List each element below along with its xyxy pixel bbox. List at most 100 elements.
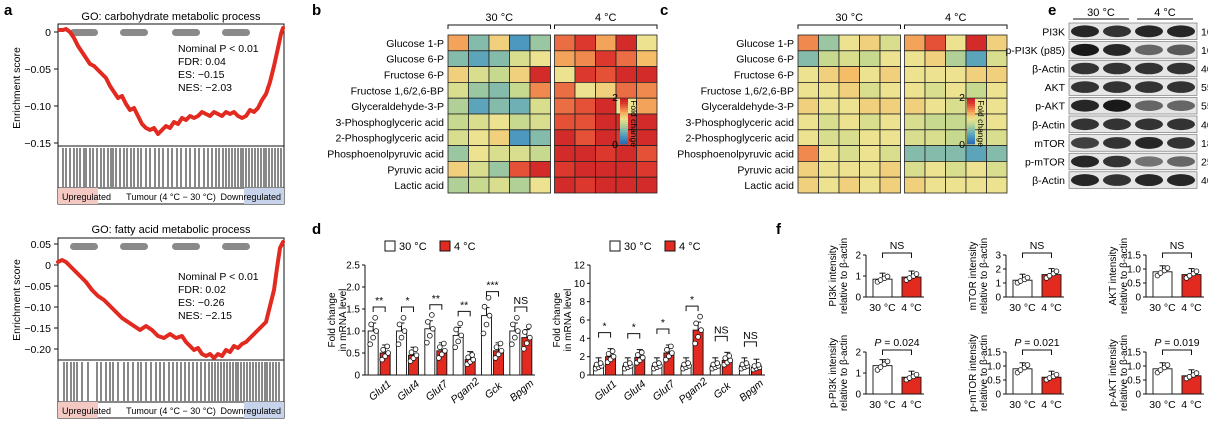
blot-band [1135,25,1163,38]
metabolite-label: Pyruvic acid [737,164,794,176]
data-point [512,334,518,341]
heatmap-cell [838,160,860,178]
category-label: 4 °C [1041,302,1062,314]
colorbar-step [967,108,975,111]
blot-band [1103,118,1131,131]
gray-dash [70,243,98,250]
data-point [408,349,415,356]
heatmap-cell [529,50,551,67]
heatmap-cell [509,160,531,178]
category-label: 4 °C [901,399,922,411]
data-point [439,351,445,358]
data-point [1193,268,1200,275]
data-point [441,340,447,347]
y-axis-label: Fold change [327,292,338,347]
metabolite-label: Lactic acid [744,180,794,192]
y-axis-label: relative to β-actin [1119,238,1130,314]
heatmap-cell [818,66,840,83]
data-point [1164,265,1171,271]
data-point [743,360,750,366]
enrichment-curve [56,240,285,360]
heatmap-cell [488,66,510,83]
colorbar-step [967,128,975,131]
data-point [698,327,704,333]
metabolite-label: Fructose 1,6/2,6-BP [701,85,794,97]
y-tick-label: 2 [995,265,1001,276]
heatmap-cell [615,176,637,194]
heatmap-cell [797,129,819,147]
heatmap-cell [447,97,469,115]
upregulated-band [58,188,98,204]
heatmap-cell [818,113,840,131]
data-point [401,328,408,334]
colorbar-step [620,142,628,145]
data-point [639,354,646,361]
data-point [727,357,734,364]
category-label: Gck [711,380,734,402]
significance-bracket [514,306,528,312]
blot-band [1167,137,1195,149]
heatmap-cell [986,34,1008,52]
heatmap-cell [797,145,819,162]
data-point [524,340,530,347]
y-tick-label: −0.05 [24,281,51,293]
data-point [668,343,674,350]
blot-band [1071,99,1099,112]
legend-swatch-30c [609,240,621,252]
blot-row-label: PI3K [1042,26,1065,38]
legend-swatch-4c [439,240,451,252]
colorbar-step [620,98,628,101]
blot-band [1167,156,1195,167]
y-tick-label: 2 [855,251,861,262]
heatmap-cell [468,66,490,83]
heatmap-cell [636,145,658,162]
y-tick-label: −0.10 [24,101,51,113]
legend-label: 30 °C [624,241,652,253]
p-symbol: P [874,337,881,349]
gsea-stat: NES: −2.15 [178,310,232,322]
data-point [1164,362,1171,368]
data-point [610,353,617,360]
colorbar-step [620,100,628,103]
heatmap-cell [447,145,469,162]
data-point [469,352,475,358]
heatmap-cell [986,129,1008,147]
group-bracket [904,24,1008,29]
colorbar-step [967,120,975,123]
metabolite-label: Phosphoenolpyruvic acid [677,149,794,161]
heatmap-cell [879,66,901,83]
gsea-stat: ES: −0.15 [178,69,225,81]
data-point [453,326,459,333]
y-tick-label: −0.15 [24,323,51,335]
grouped-bar-chart-d-bat: 0 2 4 6 8 10 12 Fold change in mRNA level * Glut1 *… [552,240,766,406]
y-tick-label: 12 [574,261,586,272]
bar-chart-f-pakt: 0 0.5 1.0 1.5 p-AKT intensity relative to β-a… [1108,335,1204,411]
legend-label: 4 °C [454,241,476,253]
significance-bracket [743,341,757,347]
blot-row-label: p-AKT [1035,101,1065,113]
data-point [1053,371,1060,378]
heatmap-cell [859,129,881,147]
heatmap-cell [574,66,596,83]
blot-strip [1068,78,1198,96]
significance-bracket [882,349,912,355]
heatmap-cell [574,160,596,178]
blot-band [1103,99,1131,112]
heatmap-cell [818,34,840,52]
data-point [526,323,532,330]
heatmap-cell [554,34,576,52]
data-point [396,321,403,328]
blot-band [1071,81,1099,93]
metabolite-label: 2-Phosphoglyceric acid [685,133,794,145]
blot-band [1135,62,1163,75]
gray-dash [222,29,250,36]
colorbar-step [967,100,975,103]
heatmap-cell [945,66,967,83]
y-tick-label: 1 [855,272,861,283]
heatmap-cell [529,66,551,83]
data-point [495,351,502,358]
data-point [427,332,433,339]
data-point [509,341,515,348]
data-point [664,346,670,353]
heatmap-cell [818,145,840,162]
